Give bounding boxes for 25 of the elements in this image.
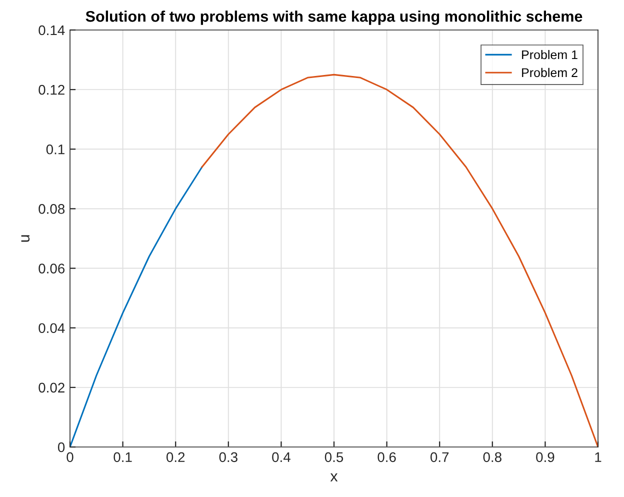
x-tick-label: 0.6: [378, 452, 396, 462]
x-axis-title: x: [330, 473, 338, 482]
x-tick-label: 0.7: [430, 452, 449, 462]
x-tick-label: 0.3: [219, 452, 238, 462]
x-tick-label: 1: [595, 452, 602, 462]
x-tick-label: 0.2: [166, 452, 185, 462]
y-tick-label: 0.08: [38, 204, 65, 214]
y-axis-title: u: [21, 235, 30, 242]
chart-title: Solution of two problems with same kappa using monolithic scheme: [86, 10, 582, 25]
x-tick-label: 0.8: [483, 452, 502, 462]
x-tick-label: 0.9: [536, 452, 554, 462]
legend-label: Problem 2: [522, 68, 578, 78]
line-series: [70, 166, 203, 447]
y-tick-label: 0.12: [38, 84, 64, 95]
x-tick-label: 0: [66, 452, 74, 462]
y-tick-label: 0.06: [38, 264, 65, 274]
legend-label: Problem 1: [522, 50, 578, 60]
y-tick-label: 0.04: [38, 323, 65, 334]
x-tick-label: 0.4: [272, 452, 290, 462]
y-tick-label: 0: [58, 442, 65, 452]
y-tick-label: 0.1: [46, 144, 64, 154]
x-tick-label: 0.5: [324, 452, 344, 462]
y-tick-label: 0.02: [38, 382, 64, 393]
y-tick-label: 0.14: [38, 25, 65, 36]
x-tick-label: 0.1: [114, 452, 132, 462]
